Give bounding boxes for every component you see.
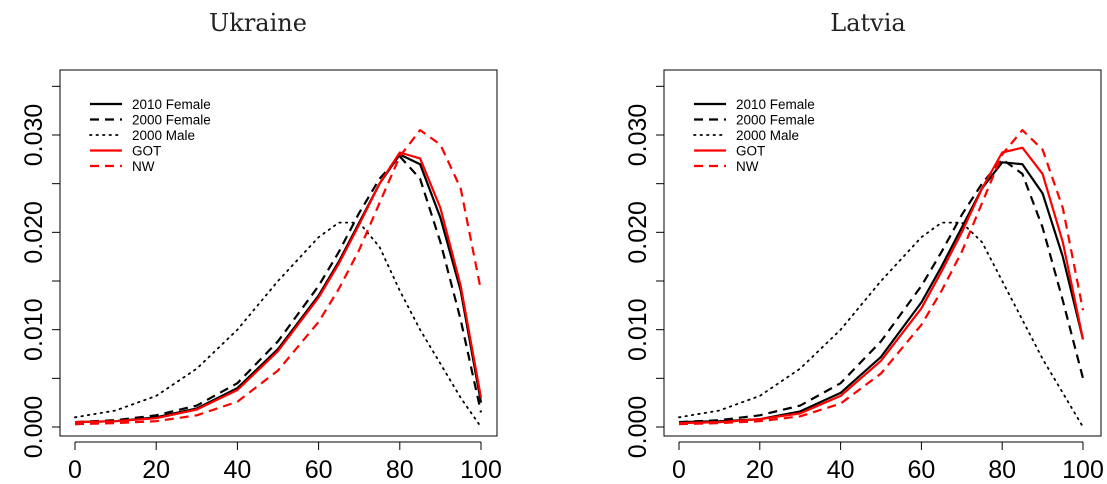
- series-lines: [678, 129, 1085, 428]
- legend-label: 2000 Male: [132, 128, 195, 143]
- series-line-2000-female: [74, 155, 483, 424]
- legend-label: GOT: [736, 144, 765, 159]
- x-axis: 0 20 40 60 80 100: [68, 441, 502, 484]
- x-tick-label: 0: [672, 456, 686, 484]
- legend-label: 2000 Female: [132, 113, 211, 128]
- series-line-2000-male: [74, 221, 482, 428]
- series-lines: [74, 129, 483, 428]
- y-tick-label: 0.030: [20, 104, 48, 167]
- series-line-nw: [74, 129, 483, 426]
- legend-label: 2010 Female: [736, 97, 815, 112]
- legend-label: 2000 Male: [736, 128, 799, 143]
- legend-label: GOT: [132, 144, 161, 159]
- x-tick-label: 60: [907, 456, 935, 484]
- legend-label: 2010 Female: [132, 97, 211, 112]
- series-line-2000-male: [678, 221, 1084, 428]
- y-axis: 0.000 0.010 0.020 0.030: [624, 85, 665, 459]
- y-axis: 0.000 0.010 0.020 0.030: [20, 85, 61, 459]
- chart-title: Ukraine: [209, 9, 307, 37]
- x-tick-label: 60: [305, 456, 333, 484]
- series-line-2010-female: [678, 161, 1085, 424]
- series-line-2010-female: [74, 153, 483, 424]
- x-tick-label: 40: [223, 456, 251, 484]
- series-line-nw: [678, 129, 1085, 426]
- x-tick-label: 20: [142, 456, 170, 484]
- x-tick-label: 100: [460, 456, 502, 484]
- y-tick-label: 0.000: [20, 396, 48, 459]
- y-tick-label: 0.030: [624, 104, 652, 167]
- x-tick-label: 0: [68, 456, 82, 484]
- x-tick-label: 40: [827, 456, 855, 484]
- y-tick-label: 0.010: [20, 298, 48, 361]
- y-tick-label: 0.010: [624, 298, 652, 361]
- legend-label: 2000 Female: [736, 113, 815, 128]
- series-line-got: [74, 151, 483, 424]
- x-tick-label: 80: [988, 456, 1016, 484]
- x-axis: 0 20 40 60 80 100: [672, 441, 1104, 484]
- x-tick-label: 80: [386, 456, 414, 484]
- chart-title: Latvia: [830, 9, 905, 37]
- series-line-got: [678, 146, 1085, 425]
- y-tick-label: 0.020: [624, 201, 652, 264]
- x-tick-label: 20: [746, 456, 774, 484]
- chart-panel-latvia: Latvia 0 20 40 60 80 100 0.000 0.010 0.020 0.030…: [624, 9, 1104, 484]
- legend-label: NW: [132, 159, 155, 174]
- plot-frame: [59, 69, 498, 437]
- series-line-2000-female: [678, 158, 1085, 424]
- legend-label: NW: [736, 159, 759, 174]
- chart-panel-ukraine: Ukraine 0 20 40 60 80 100 0.000 0.010 0.020 0.03…: [20, 9, 502, 484]
- y-tick-label: 0.020: [20, 201, 48, 264]
- y-tick-label: 0.000: [624, 396, 652, 459]
- x-tick-label: 100: [1062, 456, 1104, 484]
- plot-frame: [663, 69, 1102, 437]
